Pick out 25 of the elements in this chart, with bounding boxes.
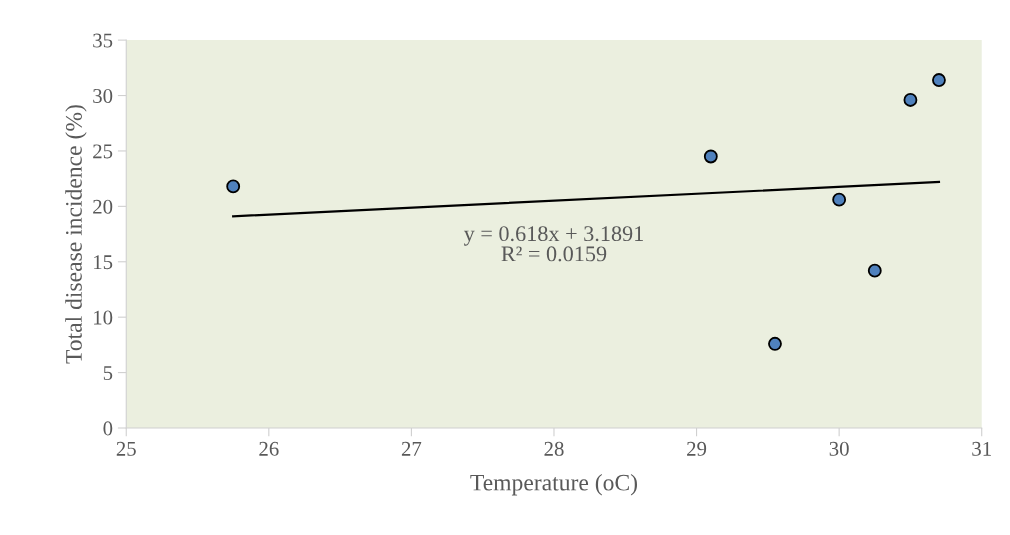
y-tick-label: 5: [103, 366, 113, 381]
point: [832, 192, 847, 207]
annotation: y = 0.618x + 3.1891 R² = 0.0159: [463, 226, 643, 262]
point: [768, 336, 782, 351]
x-tick-label: 28: [544, 441, 564, 456]
x-axis-title: Temperature (oC): [470, 473, 638, 496]
x-tick-label: 27: [401, 441, 422, 456]
y-axis-title: Total disease incidence (%): [65, 105, 87, 364]
y-tick-label: 10: [94, 310, 113, 325]
x-tick-label: 26: [259, 441, 279, 456]
x-tick-label: 29: [687, 441, 707, 456]
point: [903, 93, 918, 107]
y-tick-label: 20: [93, 199, 113, 214]
y-tick-label: 0: [103, 421, 113, 436]
point: [703, 149, 718, 164]
y-tick-label: 30: [93, 88, 113, 103]
x-tick-label: 25: [116, 441, 136, 456]
point: [867, 263, 882, 278]
point: [932, 73, 946, 87]
y-tick-label: 35: [93, 33, 113, 48]
point: [226, 179, 241, 194]
x-tick-label: 30: [829, 441, 849, 456]
x-tick-label: 31: [972, 441, 991, 456]
y-tick-label: 25: [93, 144, 113, 159]
y-tick-label: 15: [94, 255, 113, 270]
